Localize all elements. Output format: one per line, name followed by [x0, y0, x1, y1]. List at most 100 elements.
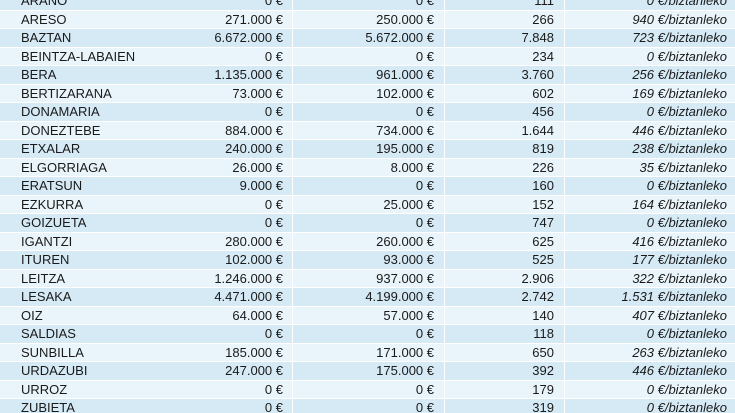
table-row: URROZ 0 €0 €179 0 €/biztanleko — [0, 380, 735, 400]
amount-b: 0 € — [293, 47, 445, 66]
municipality: BAZTAN — [0, 29, 293, 47]
population: 140 — [445, 306, 565, 325]
municipality: ARESO — [0, 10, 293, 29]
amount-b: 102.000 € — [293, 84, 445, 103]
population: 226 — [445, 158, 565, 177]
amount-a: 247.000 € — [225, 363, 283, 379]
municipality: ZUBIETA — [0, 399, 293, 413]
municipality: URROZ — [0, 380, 293, 399]
per-capita: 0 €/biztanleko — [565, 177, 735, 195]
table-row: GOIZUETA 0 €0 €747 0 €/biztanleko — [0, 214, 735, 233]
amount-a: 240.000 € — [225, 141, 283, 157]
amount-b: 4.199.000 € — [293, 288, 445, 306]
amount-b: 734.000 € — [293, 121, 445, 140]
per-capita: 446 €/biztanleko — [565, 362, 735, 380]
per-capita: 723 €/biztanleko — [565, 29, 735, 47]
amount-a: 271.000 € — [225, 11, 283, 27]
amount-b: 0 € — [293, 0, 445, 10]
municipality: ETXALAR — [0, 140, 293, 158]
table-row: BERA 1.135.000 € 961.000 €3.760 256 €/bizta… — [0, 66, 735, 85]
population: 234 — [445, 47, 565, 66]
table-row: DONEZTEBE 884.000 € 734.000 €1.644 446 €/bi… — [0, 121, 735, 141]
amount-b: 25.000 € — [293, 195, 445, 214]
population: 1.644 — [445, 121, 565, 140]
amount-b: 175.000 € — [293, 362, 445, 380]
table-row: LESAKA 4.471.000 € 4.199.000 €2.742 1.531 €… — [0, 288, 735, 307]
table-row: ERATSUN 9.000 € 0 €160 0 €/biztanleko — [0, 177, 735, 196]
amount-a: 26.000 € — [232, 159, 283, 175]
amount-a: 0 € — [264, 0, 283, 9]
amount-b: 195.000 € — [293, 140, 445, 158]
amount-a: 0 € — [264, 400, 283, 413]
municipality: ITUREN — [0, 251, 293, 269]
municipality: EZKURRA — [0, 195, 293, 214]
per-capita: 0 €/biztanleko — [565, 47, 735, 66]
amount-a: 185.000 € — [225, 344, 283, 360]
table-row: EZKURRA 0 € 25.000 €152 164 €/biztanleko — [0, 195, 735, 215]
municipality: DONEZTEBE — [0, 121, 293, 140]
per-capita: 0 €/biztanleko — [565, 103, 735, 121]
amount-b: 0 € — [293, 103, 445, 121]
per-capita: 322 €/biztanleko — [565, 269, 735, 288]
population: 456 — [445, 103, 565, 121]
amount-a: 73.000 € — [232, 85, 283, 101]
population: 179 — [445, 380, 565, 399]
amount-b: 0 € — [293, 177, 445, 195]
amount-a: 9.000 € — [239, 178, 283, 194]
population: 111 — [445, 0, 565, 10]
municipality: BERTIZARANA — [0, 84, 293, 103]
per-capita: 35 €/biztanleko — [565, 158, 735, 177]
per-capita: 0 €/biztanleko — [565, 399, 735, 413]
population: 392 — [445, 362, 565, 380]
per-capita: 446 €/biztanleko — [565, 121, 735, 140]
municipality: ARANO — [0, 0, 293, 10]
per-capita: 0 €/biztanleko — [565, 214, 735, 232]
population: 152 — [445, 195, 565, 214]
population: 160 — [445, 177, 565, 195]
municipality: BERA — [0, 66, 293, 84]
table-row: SALDIAS 0 €0 €118 0 €/biztanleko — [0, 325, 735, 344]
municipality: ELGORRIAGA — [0, 158, 293, 177]
amount-a: 884.000 € — [225, 122, 283, 138]
amount-b: 8.000 € — [293, 158, 445, 177]
municipality: IGANTZI — [0, 232, 293, 251]
per-capita: 1.531 €/biztanleko — [565, 288, 735, 306]
population: 2.906 — [445, 269, 565, 288]
table-row: BEINTZA-LABAIEN 0 €0 €234 0 €/biztanleko — [0, 47, 735, 67]
table-row: ARANO 0 €0 €111 0 €/biztanleko — [0, 0, 735, 11]
municipality: SUNBILLA — [0, 343, 293, 362]
per-capita: 0 €/biztanleko — [565, 380, 735, 399]
amount-b: 0 € — [293, 325, 445, 343]
population: 319 — [445, 399, 565, 413]
amount-b: 937.000 € — [293, 269, 445, 288]
municipality: LEITZA — [0, 269, 293, 288]
municipality: ERATSUN — [0, 177, 293, 195]
population: 602 — [445, 84, 565, 103]
per-capita: 177 €/biztanleko — [565, 251, 735, 269]
amount-a: 0 € — [264, 215, 283, 231]
amount-a: 6.672.000 € — [214, 30, 283, 46]
amount-a: 0 € — [264, 326, 283, 342]
per-capita: 164 €/biztanleko — [565, 195, 735, 214]
table-row: SUNBILLA 185.000 € 171.000 €650 263 €/bizta… — [0, 343, 735, 363]
per-capita: 0 €/biztanleko — [565, 325, 735, 343]
amount-b: 0 € — [293, 399, 445, 413]
per-capita: 0 €/biztanleko — [565, 0, 735, 10]
amount-a: 0 € — [264, 381, 283, 397]
amount-a: 1.246.000 € — [214, 270, 283, 286]
municipality: SALDIAS — [0, 325, 293, 343]
table-row: DONAMARIA 0 €0 €456 0 €/biztanleko — [0, 103, 735, 122]
population: 266 — [445, 10, 565, 29]
municipality: DONAMARIA — [0, 103, 293, 121]
amount-b: 171.000 € — [293, 343, 445, 362]
municipality: OIZ — [0, 306, 293, 325]
municipality: URDAZUBI — [0, 362, 293, 380]
table-row: ARESO 271.000 € 250.000 €266 940 €/biztanle… — [0, 10, 735, 30]
table-row: BAZTAN 6.672.000 € 5.672.000 €7.848 723 €/b… — [0, 29, 735, 48]
per-capita: 169 €/biztanleko — [565, 84, 735, 103]
table-row: LEITZA 1.246.000 € 937.000 €2.906 322 €/biz… — [0, 269, 735, 289]
amount-b: 961.000 € — [293, 66, 445, 84]
table-row: ITUREN 102.000 € 93.000 €525 177 €/biztanle… — [0, 251, 735, 270]
table-row: ZUBIETA 0 €0 €319 0 €/biztanleko — [0, 399, 735, 413]
